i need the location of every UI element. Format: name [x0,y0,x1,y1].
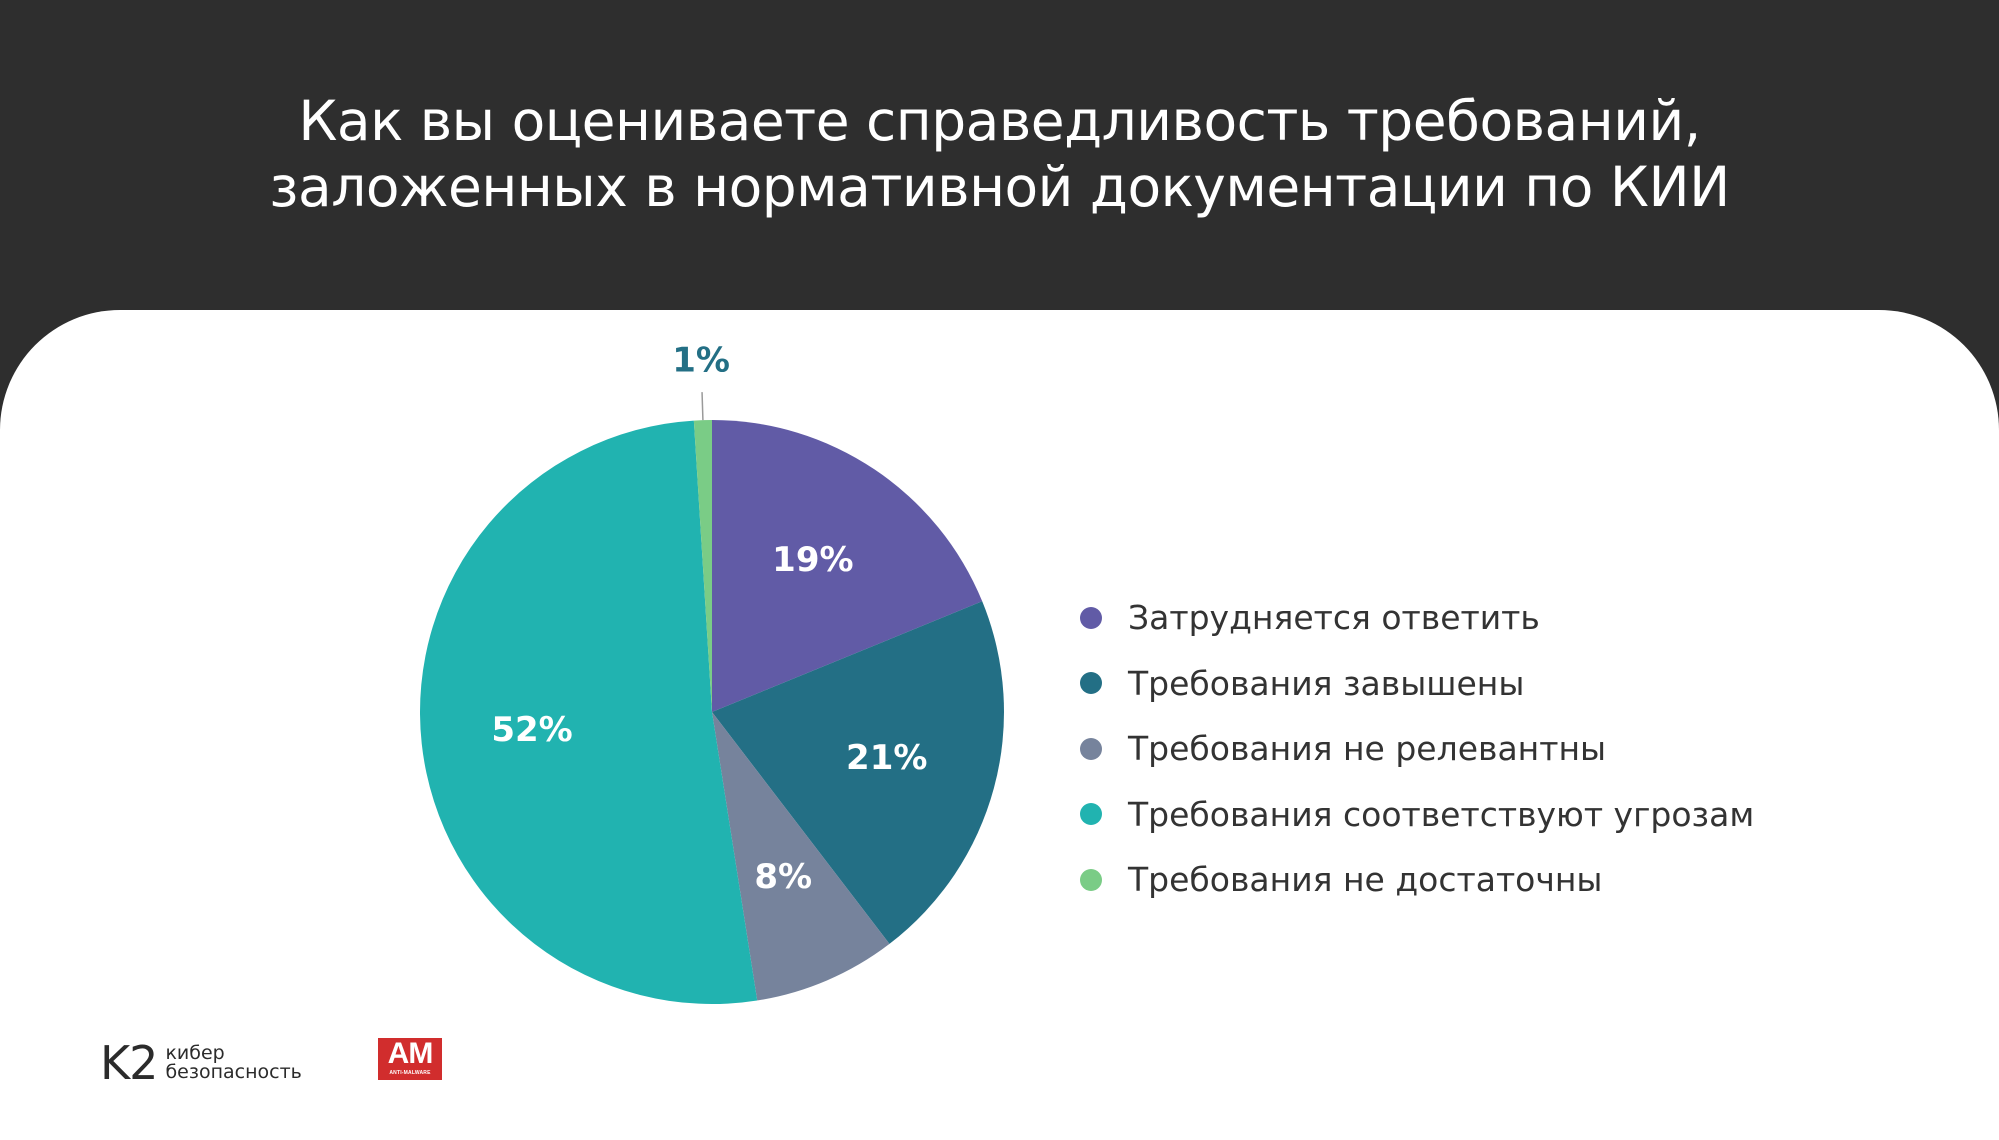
pie-slice-2 [712,601,1004,944]
legend-item-1: Затрудняется ответить [1080,585,1754,651]
pie-label-3: 8% [754,857,812,897]
legend-label-4: Требования соответствуют угрозам [1128,794,1755,834]
pie-label-5: 1% [672,341,730,381]
legend-swatch-5 [1080,868,1102,891]
pie-slice-4 [420,420,758,1005]
legend-swatch-2 [1080,672,1102,695]
k2-logo-line2: безопасность [165,1061,302,1083]
legend-swatch-3 [1080,737,1102,760]
pie-slice-1 [712,420,983,712]
chart-legend: Затрудняется ответить Требования завышены… [1080,585,1754,913]
pie-label-2: 21% [846,738,927,778]
legend-label-3: Требования не релевантны [1128,729,1607,769]
title-line-1: Как вы оцениваете справедливость требова… [298,89,1701,153]
pie-label-1: 19% [772,540,853,580]
k2-logo: K2 кибер безопасность [100,1040,302,1086]
legend-item-4: Требования соответствуют угрозам [1080,782,1754,848]
pie-label-4: 52% [491,710,572,750]
legend-swatch-4 [1080,803,1102,826]
am-logo-mark: AM [387,1037,434,1070]
pie-slice-3 [712,712,890,1001]
pie-slice-5 [693,420,712,712]
am-logo-sub: ANTI-MALWARE [389,1070,431,1076]
k2-logo-line1: кибер [165,1042,225,1064]
pie-leader-line-5 [701,392,704,421]
legend-item-5: Требования не достаточны [1080,847,1754,913]
legend-swatch-1 [1080,606,1102,629]
title-line-2: заложенных в нормативной документации по… [269,155,1730,219]
legend-label-2: Требования завышены [1128,663,1525,703]
legend-label-5: Требования не достаточны [1128,860,1603,900]
legend-item-3: Требования не релевантны [1080,716,1754,782]
legend-label-1: Затрудняется ответить [1128,598,1540,638]
anti-malware-logo: AM ANTI-MALWARE [378,1038,442,1080]
k2-logo-mark: K2 [100,1036,158,1090]
legend-item-2: Требования завышены [1080,651,1754,717]
page-title: Как вы оцениваете справедливость требова… [0,88,1999,220]
